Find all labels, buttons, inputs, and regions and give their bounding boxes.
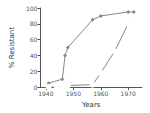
svg-text:100: 100 [26, 5, 38, 12]
svg-text:1960: 1960 [93, 90, 108, 97]
svg-text:% Resistant: % Resistant [8, 27, 16, 68]
svg-text:1970: 1970 [121, 90, 136, 97]
svg-text:Years: Years [81, 101, 101, 109]
svg-text:40: 40 [30, 52, 38, 59]
svg-text:1950: 1950 [66, 90, 81, 97]
svg-text:80: 80 [30, 20, 38, 27]
svg-text:20: 20 [30, 68, 38, 75]
svg-text:0: 0 [34, 84, 38, 91]
svg-text:60: 60 [30, 36, 38, 43]
svg-text:1940: 1940 [38, 90, 53, 97]
